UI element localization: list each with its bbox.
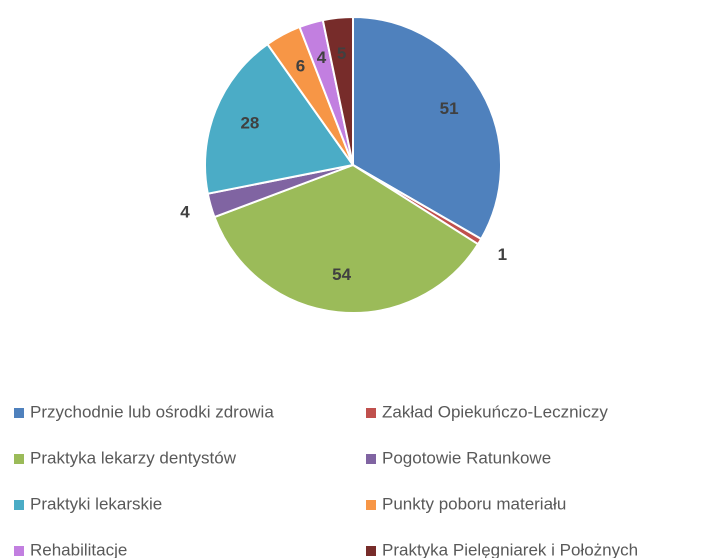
legend-marker xyxy=(14,408,24,418)
legend-label: Przychodnie lub ośrodki zdrowia xyxy=(30,402,274,421)
pie-slice xyxy=(204,42,355,195)
pie-slice xyxy=(213,163,480,315)
data-label: 4 xyxy=(317,48,327,67)
legend-marker xyxy=(14,546,24,556)
legend-marker xyxy=(366,546,376,556)
pie-slice xyxy=(321,15,354,166)
data-label: 1 xyxy=(498,245,507,264)
legend-marker xyxy=(14,500,24,510)
legend-label: Rehabilitacje xyxy=(30,540,127,558)
data-label: 5 xyxy=(337,44,346,63)
data-label: 28 xyxy=(240,113,259,132)
legend-label: Praktyki lekarskie xyxy=(30,494,162,513)
legend-marker xyxy=(366,500,376,510)
legend-label: Pogotowie Ratunkowe xyxy=(382,448,551,467)
legend-label: Praktyka Pielęgniarek i Położnych xyxy=(382,540,638,558)
data-label: 51 xyxy=(440,99,459,118)
legend-label: Zakład Opiekuńczo-Leczniczy xyxy=(382,402,608,421)
legend-marker xyxy=(14,454,24,464)
legend-marker xyxy=(366,454,376,464)
data-label: 6 xyxy=(296,57,305,76)
data-label: 4 xyxy=(180,202,190,221)
legend-label: Praktyka lekarzy dentystów xyxy=(30,448,237,467)
legend-label: Punkty poboru materiału xyxy=(382,494,566,513)
data-label: 54 xyxy=(332,265,351,284)
pie-slice xyxy=(352,15,502,241)
legend-marker xyxy=(366,408,376,418)
